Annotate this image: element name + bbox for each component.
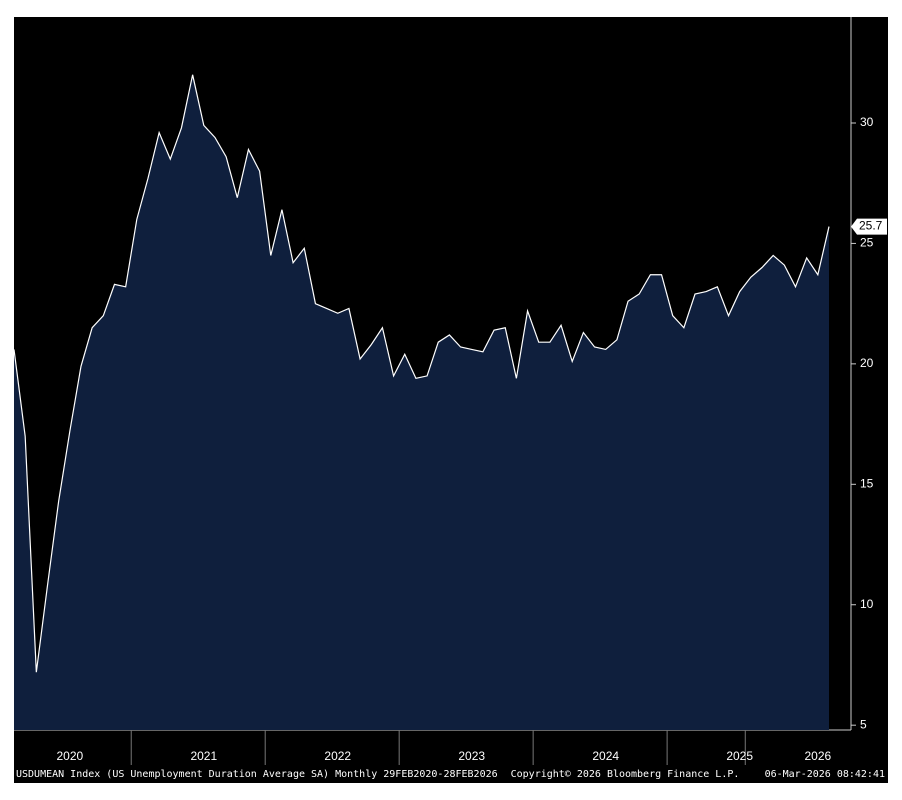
y-tick-label: 10 — [860, 597, 874, 611]
timestamp: 06-Mar-2026 08:42:41 — [765, 769, 885, 780]
y-tick-label: 30 — [860, 115, 874, 129]
x-tick-label: 2022 — [324, 749, 351, 763]
x-tick-label: 2020 — [56, 749, 83, 763]
area — [14, 74, 829, 731]
y-tick-label: 25 — [860, 236, 874, 250]
y-tick-label: 15 — [860, 476, 874, 490]
x-tick-label: 2024 — [592, 749, 619, 763]
x-tick-label: 2023 — [458, 749, 485, 763]
last-value-box — [851, 218, 887, 235]
x-tick-label: 2021 — [190, 749, 217, 763]
x-tick-label: 2025 — [726, 749, 753, 763]
last-value-label: 25.7 — [859, 219, 883, 233]
y-tick-label: 5 — [860, 717, 867, 731]
chart-title: USDUMEAN Index (US Unemployment Duration… — [16, 769, 498, 780]
copyright: Copyright© 2026 Bloomberg Finance L.P. — [511, 769, 740, 780]
y-tick-label: 20 — [860, 356, 874, 370]
x-tick-label: 2026 — [804, 749, 831, 763]
line — [13, 74, 830, 673]
